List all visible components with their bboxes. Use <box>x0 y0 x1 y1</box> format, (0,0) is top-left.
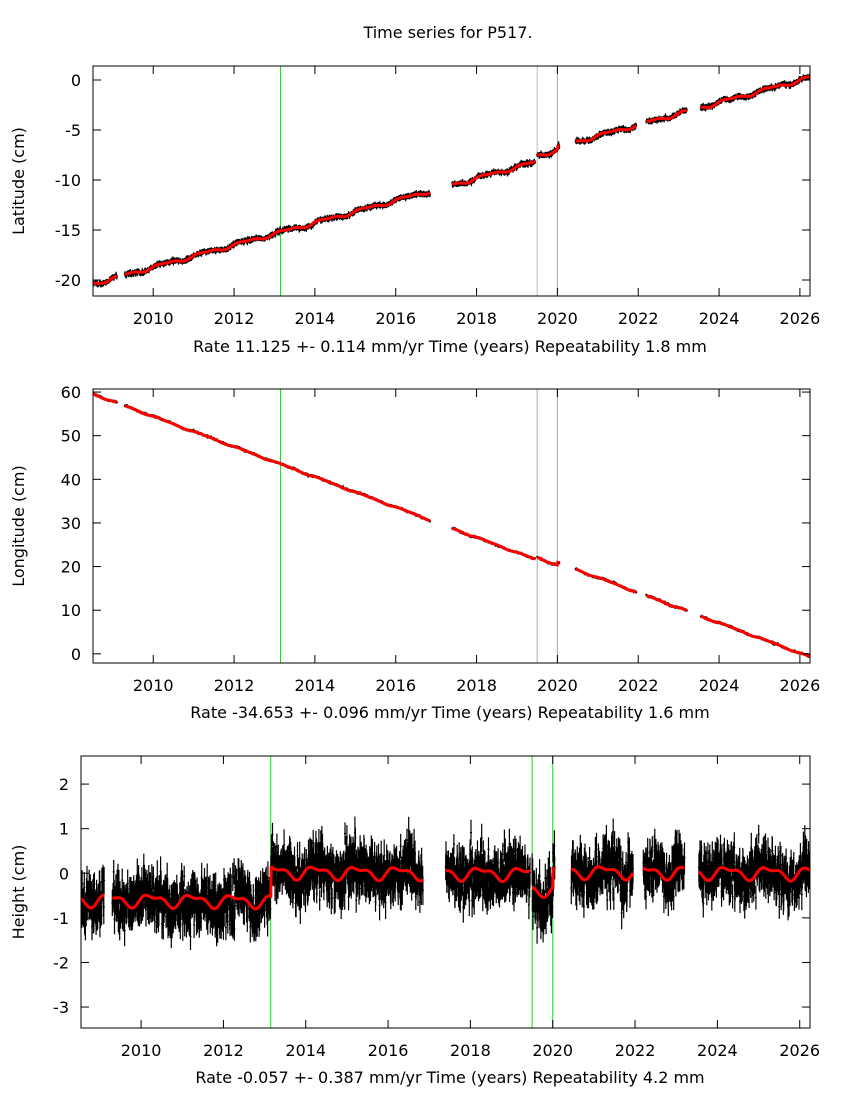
y-tick-label: -20 <box>55 271 81 290</box>
x-tick-label: 2024 <box>699 676 740 695</box>
x-tick-label: 2014 <box>295 676 336 695</box>
x-tick-label: 2016 <box>368 1041 409 1060</box>
data-error-bars <box>642 828 686 916</box>
x-tick-label: 2018 <box>456 309 497 328</box>
x-tick-label: 2012 <box>214 309 255 328</box>
x-axis-label: Time (years) <box>426 1068 533 1087</box>
model-curve <box>575 124 637 143</box>
y-tick-label: 20 <box>61 558 81 577</box>
y-tick-label: 40 <box>61 470 81 489</box>
longitude-panel: 2010 2012 2014 2016 2018 2020 2022 2024 2026 0 10 2… <box>9 383 820 722</box>
x-tick-label: 2020 <box>537 676 578 695</box>
model-curve <box>700 75 810 110</box>
x-tick-label: 2026 <box>780 676 821 695</box>
y-tick-label: -5 <box>65 121 81 140</box>
x-tick-label: 2012 <box>203 1041 244 1060</box>
model-curve <box>642 865 686 882</box>
repeatability-text: Repeatability 1.6 mm <box>538 703 710 722</box>
x-tick-label: 2022 <box>618 676 659 695</box>
x-tick-label: 2022 <box>615 1041 656 1060</box>
plot-frame <box>92 388 811 664</box>
plot-frame <box>92 65 811 297</box>
y-tick-label: 2 <box>59 775 69 794</box>
x-tick-label: 2014 <box>295 309 336 328</box>
figure-title: Time series for P517. <box>362 23 532 42</box>
x-tick-label: 2024 <box>699 309 740 328</box>
x-tick-label: 2010 <box>133 676 174 695</box>
repeatability-text: Repeatability 1.8 mm <box>535 337 707 356</box>
y-axis-label: Longitude (cm) <box>9 465 28 587</box>
x-tick-label: 2016 <box>375 676 416 695</box>
y-tick-label: 10 <box>61 601 81 620</box>
model-curve <box>536 143 561 157</box>
data-error-bars <box>123 189 431 279</box>
data-error-bars <box>111 816 424 950</box>
model-curve <box>124 404 431 523</box>
model-curve <box>93 274 118 285</box>
height-panel: 2010 2012 2014 2016 2018 2020 2022 2024 2026 -3 -2… <box>9 755 820 1087</box>
latitude-panel: 2010 2012 2014 2016 2018 2020 2022 2024 2026 -20 -… <box>9 65 821 356</box>
model-curve <box>451 526 536 561</box>
model-curve <box>445 866 531 883</box>
x-tick-label: 2014 <box>285 1041 326 1060</box>
y-tick-label: 0 <box>59 864 69 883</box>
x-tick-label: 2022 <box>618 309 659 328</box>
x-axis-caption: Rate -0.057 +- 0.387 mm/yr Time (years) … <box>195 1068 704 1087</box>
y-axis-label: Latitude (cm) <box>9 127 28 235</box>
rate-text: Rate -34.653 +- 0.096 mm/yr <box>190 703 431 722</box>
x-tick-label: 2026 <box>779 1041 820 1060</box>
model-curve <box>531 866 556 899</box>
model-curve <box>111 865 424 911</box>
model-curve <box>645 593 688 612</box>
rate-text: Rate 11.125 +- 0.114 mm/yr <box>193 337 429 356</box>
y-tick-label: 0 <box>71 71 81 90</box>
longitude-data <box>93 391 810 659</box>
y-tick-label: 50 <box>61 427 81 446</box>
model-curve <box>536 555 561 567</box>
x-tick-label: 2010 <box>121 1041 162 1060</box>
latitude-data <box>93 73 810 288</box>
model-curve <box>93 392 118 404</box>
y-tick-label: 60 <box>61 383 81 402</box>
model-curve <box>697 866 810 883</box>
x-tick-label: 2018 <box>450 1041 491 1060</box>
y-tick-label: -2 <box>53 953 69 972</box>
x-axis-caption: Rate 11.125 +- 0.114 mm/yr Time (years) … <box>193 337 707 356</box>
x-axis-label: Time (years) <box>428 337 535 356</box>
x-tick-label: 2012 <box>214 676 255 695</box>
x-tick-label: 2018 <box>456 676 497 695</box>
y-tick-label: 0 <box>71 645 81 664</box>
y-tick-label: -1 <box>53 909 69 928</box>
x-tick-label: 2016 <box>375 309 416 328</box>
y-tick-label: 30 <box>61 514 81 533</box>
y-axis-label: Height (cm) <box>9 845 28 940</box>
x-tick-label: 2020 <box>537 309 578 328</box>
x-tick-label: 2024 <box>697 1041 738 1060</box>
model-curve <box>571 865 635 882</box>
data-error-bars <box>570 818 634 930</box>
plot-frame <box>80 755 811 1029</box>
height-data <box>81 816 810 950</box>
y-tick-label: 1 <box>59 820 69 839</box>
x-tick-label: 2026 <box>780 309 821 328</box>
repeatability-text: Repeatability 4.2 mm <box>532 1068 704 1087</box>
x-tick-label: 2010 <box>133 309 174 328</box>
model-curve <box>700 614 810 659</box>
y-tick-label: -3 <box>53 998 69 1017</box>
x-axis-label: Time (years) <box>431 703 538 722</box>
model-curve <box>124 191 431 276</box>
model-curve <box>646 108 688 123</box>
model-curve <box>81 893 105 910</box>
model-curve <box>575 567 637 594</box>
x-tick-label: 2020 <box>532 1041 573 1060</box>
y-tick-label: -15 <box>55 221 81 240</box>
model-curve <box>451 160 536 186</box>
x-axis-caption: Rate -34.653 +- 0.096 mm/yr Time (years)… <box>190 703 709 722</box>
rate-text: Rate -0.057 +- 0.387 mm/yr <box>195 1068 426 1087</box>
data-error-bars <box>81 864 106 941</box>
y-tick-label: -10 <box>55 171 81 190</box>
